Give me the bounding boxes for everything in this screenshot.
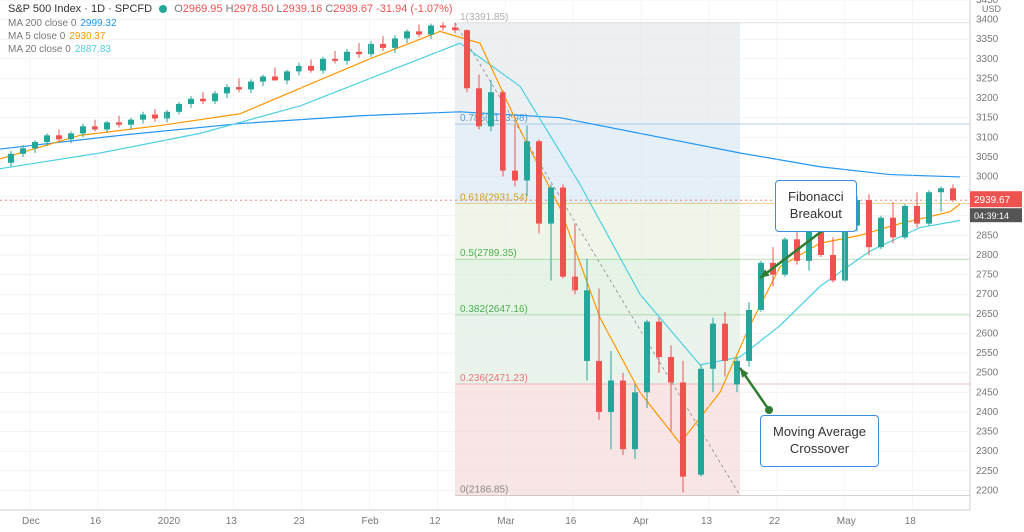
- svg-text:2800: 2800: [976, 250, 999, 261]
- svg-text:2250: 2250: [976, 466, 999, 477]
- svg-text:2350: 2350: [976, 427, 999, 438]
- svg-text:Mar: Mar: [497, 516, 515, 527]
- svg-text:3350: 3350: [976, 34, 999, 45]
- annotation-callout: Moving AverageCrossover: [760, 415, 879, 467]
- svg-text:12: 12: [429, 516, 441, 527]
- svg-text:2200: 2200: [976, 485, 999, 496]
- svg-text:3150: 3150: [976, 113, 999, 124]
- svg-text:3400: 3400: [976, 15, 999, 26]
- svg-text:3200: 3200: [976, 93, 999, 104]
- svg-text:0.236(2471.23): 0.236(2471.23): [460, 373, 528, 384]
- svg-text:04:39:14: 04:39:14: [974, 211, 1009, 221]
- svg-text:13: 13: [226, 516, 238, 527]
- svg-text:23: 23: [294, 516, 306, 527]
- svg-text:13: 13: [701, 516, 713, 527]
- svg-text:Feb: Feb: [362, 516, 380, 527]
- ma-legend-item: MA 5 close 02930.37: [8, 31, 105, 42]
- svg-text:3000: 3000: [976, 172, 999, 183]
- svg-text:2020: 2020: [158, 516, 181, 527]
- svg-text:22: 22: [769, 516, 781, 527]
- svg-text:2400: 2400: [976, 407, 999, 418]
- svg-text:3300: 3300: [976, 54, 999, 65]
- svg-text:1(3391.85): 1(3391.85): [460, 12, 508, 23]
- svg-text:Apr: Apr: [633, 516, 649, 527]
- svg-text:USD: USD: [982, 4, 1002, 14]
- svg-text:18: 18: [905, 516, 917, 527]
- ma-legend-item: MA 200 close 02999.32: [8, 18, 117, 29]
- svg-text:2500: 2500: [976, 368, 999, 379]
- svg-text:0(2186.85): 0(2186.85): [460, 485, 508, 496]
- svg-text:2450: 2450: [976, 387, 999, 398]
- svg-text:0.5(2789.35): 0.5(2789.35): [460, 248, 517, 259]
- symbol-header: S&P 500 Index · 1D · SPCFD O2969.95 H297…: [8, 3, 453, 15]
- svg-text:2700: 2700: [976, 289, 999, 300]
- svg-text:3050: 3050: [976, 152, 999, 163]
- svg-text:2550: 2550: [976, 348, 999, 359]
- svg-text:May: May: [837, 516, 856, 527]
- status-dot: [159, 5, 167, 13]
- svg-text:3250: 3250: [976, 73, 999, 84]
- svg-text:2600: 2600: [976, 328, 999, 339]
- svg-text:2850: 2850: [976, 230, 999, 241]
- svg-text:2939.67: 2939.67: [974, 195, 1011, 206]
- svg-text:3100: 3100: [976, 132, 999, 143]
- symbol-title: S&P 500 Index · 1D · SPCFD: [8, 3, 152, 15]
- svg-text:0.382(2647.16): 0.382(2647.16): [460, 304, 528, 315]
- annotation-callout: FibonacciBreakout: [775, 180, 857, 232]
- svg-text:2750: 2750: [976, 270, 999, 281]
- svg-text:Dec: Dec: [22, 516, 40, 527]
- svg-text:16: 16: [90, 516, 102, 527]
- svg-text:2300: 2300: [976, 446, 999, 457]
- svg-text:16: 16: [565, 516, 577, 527]
- svg-text:2650: 2650: [976, 309, 999, 320]
- ma-legend-item: MA 20 close 02887.83: [8, 44, 111, 55]
- svg-text:0.618(2931.54): 0.618(2931.54): [460, 192, 528, 203]
